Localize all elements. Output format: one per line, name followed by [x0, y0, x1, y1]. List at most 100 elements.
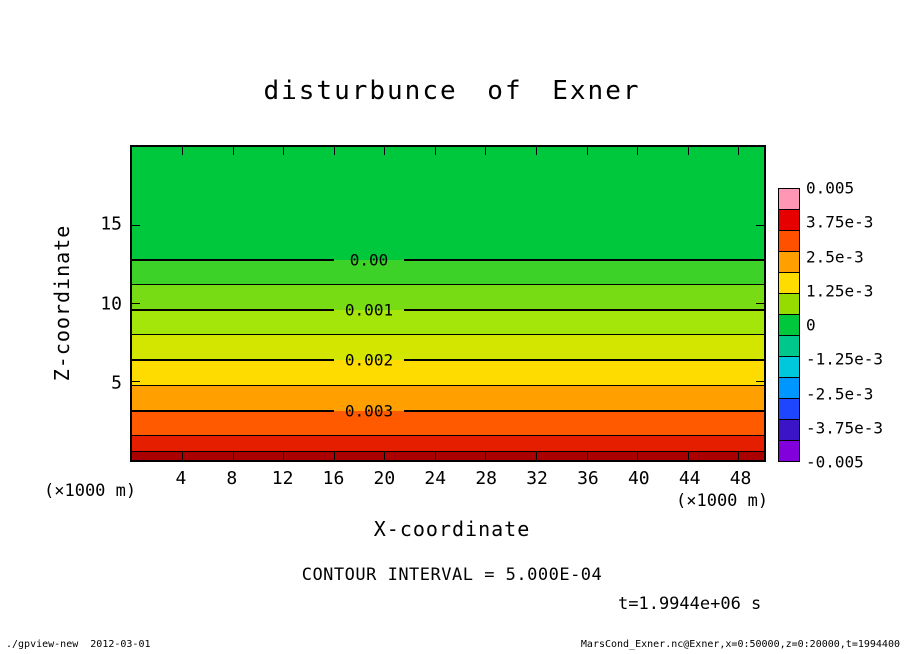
colorbar-tick-label: 0.005 — [806, 178, 855, 198]
y-tick-mark — [132, 303, 140, 304]
contour-interval-note: CONTOUR INTERVAL = 5.000E-04 — [301, 565, 603, 585]
x-tick-mark — [232, 147, 234, 155]
x-tick-mark — [586, 452, 588, 460]
x-tick-mark — [485, 147, 487, 155]
contour-band — [132, 309, 764, 336]
contour-line: 0.00 — [132, 250, 764, 269]
x-tick-label: 24 — [424, 468, 447, 489]
colorbar-segment — [779, 293, 799, 314]
y-tick-mark — [756, 303, 764, 304]
y-tick-label: 5 — [111, 372, 122, 394]
contour-line — [132, 434, 764, 436]
y-tick-mark — [756, 224, 764, 226]
contour-line — [132, 334, 764, 336]
x-tick-label: 36 — [577, 468, 599, 489]
colorbar-segment — [779, 189, 799, 209]
footer-source: MarsCond_Exner.nc@Exner,x=0:50000,z=0:20… — [580, 639, 900, 650]
x-tick-mark — [637, 147, 639, 155]
contour-band — [132, 147, 764, 260]
colorbar-tick-label: -1.25e-3 — [806, 349, 884, 369]
x-tick-mark — [333, 147, 335, 155]
contour-line — [132, 451, 764, 453]
x-tick-mark — [434, 147, 436, 155]
colorbar-tick-label: -0.005 — [806, 452, 864, 472]
colorbar-tick-label: 1.25e-3 — [806, 281, 874, 301]
colorbar — [778, 188, 800, 462]
contour-line: 0.001 — [132, 300, 764, 319]
x-tick-label: 16 — [322, 468, 345, 489]
time-label: t=1.9944e+06 s — [618, 594, 762, 614]
contour-band — [132, 435, 764, 453]
colorbar-tick-label: 3.75e-3 — [806, 212, 874, 232]
y-axis-unit: (×1000 m) — [44, 481, 137, 501]
contour-label: 0.003 — [344, 401, 394, 421]
contour-label: 0.00 — [349, 250, 389, 270]
x-tick-mark — [586, 147, 588, 155]
x-tick-mark — [434, 452, 436, 460]
colorbar-labels: 0.005 3.75e-3 2.5e-3 1.25e-3 0 -1.25e-3 -2.5e-… — [806, 179, 896, 472]
chart-title: disturbunce of Exner — [263, 76, 641, 106]
x-tick-mark — [333, 452, 335, 460]
x-tick-label: 20 — [373, 468, 396, 489]
x-tick-mark — [738, 147, 740, 155]
x-tick-mark — [687, 147, 689, 155]
x-tick-mark — [384, 452, 386, 460]
contour-label: 0.001 — [344, 300, 394, 320]
colorbar-segment — [779, 356, 799, 377]
x-tick-label: 28 — [475, 468, 497, 489]
x-tick-label: 44 — [678, 468, 701, 489]
plot-area: 0.00 0.001 0.002 0.003 — [130, 145, 766, 462]
colorbar-segment — [779, 398, 799, 419]
x-tick-mark — [283, 147, 285, 155]
y-tick-mark — [756, 381, 764, 383]
y-tick-mark — [132, 224, 140, 226]
contour-band — [132, 385, 764, 411]
colorbar-tick-label: 2.5e-3 — [806, 247, 864, 266]
x-axis-unit: (×1000 m) — [676, 491, 769, 511]
contour-band — [132, 410, 764, 436]
colorbar-tick-label: -2.5e-3 — [806, 384, 874, 403]
x-tick-mark — [637, 452, 639, 460]
contour-band — [132, 259, 764, 285]
contour-line: 0.002 — [132, 351, 764, 370]
x-tick-label: 48 — [729, 468, 752, 489]
contour-band — [132, 335, 764, 361]
x-tick-mark — [535, 147, 537, 155]
colorbar-segment — [779, 335, 799, 356]
contour-line — [132, 283, 764, 285]
x-tick-labels: 4 8 12 16 20 24 28 32 36 40 44 48 — [130, 468, 766, 490]
colorbar-segment — [779, 377, 799, 398]
x-tick-mark — [182, 452, 184, 460]
colorbar-segment — [779, 440, 799, 461]
colorbar-segment — [779, 272, 799, 293]
y-tick-mark — [132, 381, 140, 383]
colorbar-tick-label: -3.75e-3 — [806, 418, 884, 438]
x-tick-mark — [384, 147, 386, 155]
x-tick-mark — [535, 452, 537, 460]
colorbar-segment — [779, 251, 799, 272]
contour-line — [132, 384, 764, 386]
x-tick-mark — [687, 452, 689, 460]
y-tick-label: 10 — [100, 293, 122, 314]
contour-band — [132, 452, 764, 460]
x-tick-mark — [283, 452, 285, 460]
colorbar-segment — [779, 230, 799, 251]
x-tick-label: 8 — [226, 468, 238, 489]
colorbar-segment — [779, 419, 799, 440]
y-tick-labels: 5 10 15 — [84, 145, 122, 462]
colorbar-segment — [779, 209, 799, 230]
x-tick-mark — [232, 452, 234, 460]
x-tick-mark — [182, 147, 184, 155]
colorbar-tick-label: 0 — [806, 315, 816, 335]
contour-band — [132, 360, 764, 386]
y-tick-label: 15 — [100, 213, 122, 235]
footer-command: ./gpview-new 2012-03-01 — [6, 639, 151, 650]
contour-line: 0.003 — [132, 401, 764, 420]
x-tick-mark — [485, 452, 487, 460]
x-axis-label: X-coordinate — [373, 517, 531, 541]
x-tick-label: 12 — [271, 468, 294, 489]
y-axis-label: Z-coordinate — [50, 224, 74, 382]
x-tick-label: 4 — [175, 468, 187, 489]
colorbar-segment — [779, 314, 799, 335]
